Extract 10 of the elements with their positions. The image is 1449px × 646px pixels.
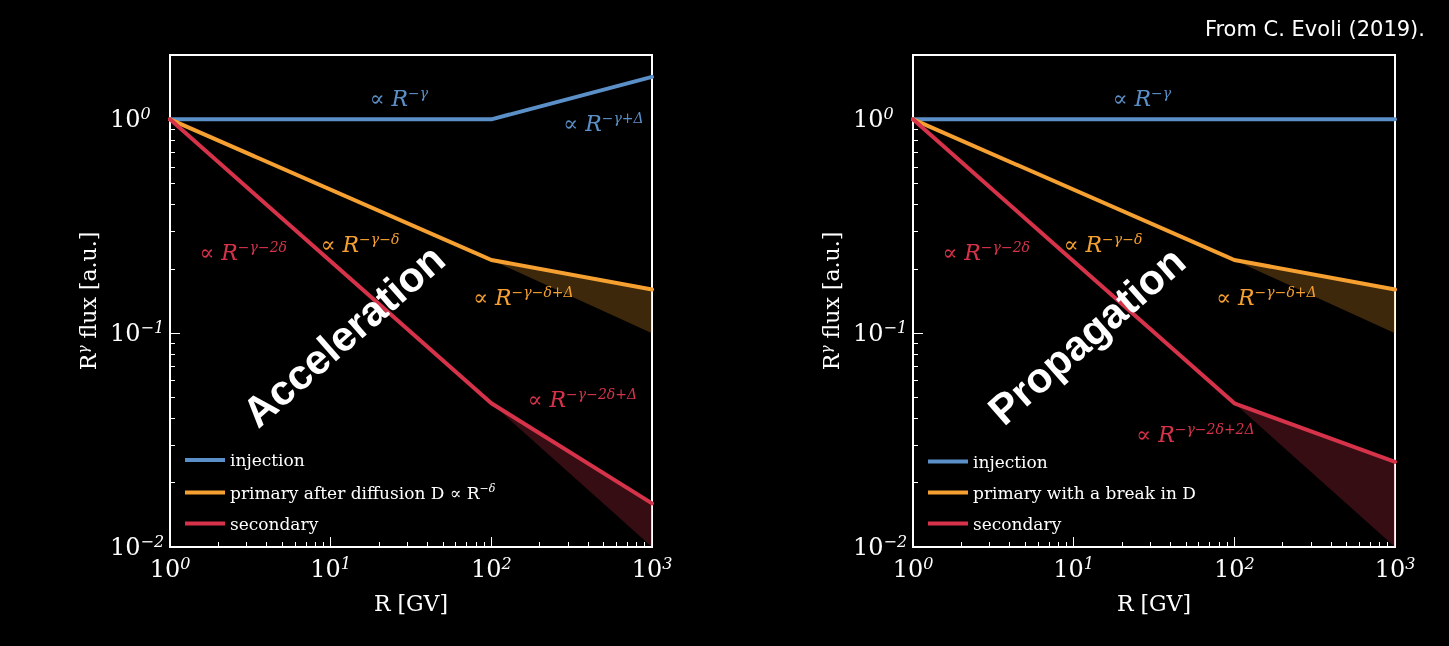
legend-label: primary with a break in D <box>973 482 1196 503</box>
x-axis-title: R [GV] <box>373 590 449 616</box>
x-axis-title: R [GV] <box>1116 590 1192 616</box>
legend-label: injection <box>973 451 1048 472</box>
y-axis-title: Rγ flux [a.u.] <box>74 231 101 371</box>
legend-label: secondary <box>230 513 319 534</box>
y-axis-title: Rγ flux [a.u.] <box>817 231 844 371</box>
legend-label: secondary <box>973 513 1062 534</box>
text: From C. Evoli (2019). <box>1204 16 1425 41</box>
legend-label: injection <box>230 450 305 470</box>
